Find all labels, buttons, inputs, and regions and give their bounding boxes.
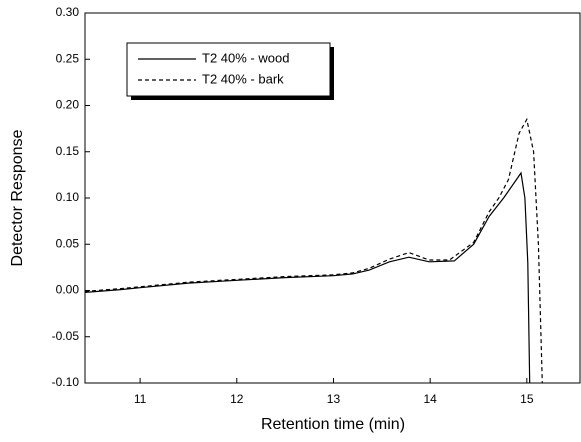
y-tick-label: 0.00 bbox=[56, 283, 80, 297]
y-tick-label: 0.15 bbox=[56, 144, 80, 158]
x-tick-label: 13 bbox=[327, 392, 341, 406]
legend-box bbox=[126, 42, 331, 97]
legend-label: T2 40% - wood bbox=[202, 50, 289, 65]
y-tick-label: 0.20 bbox=[56, 98, 80, 112]
x-axis-label: Retention time (min) bbox=[261, 416, 405, 433]
x-tick-label: 14 bbox=[423, 392, 437, 406]
x-tick-label: 15 bbox=[520, 392, 534, 406]
legend-label: T2 40% - bark bbox=[202, 71, 284, 86]
x-tick-label: 12 bbox=[230, 392, 244, 406]
y-tick-label: 0.05 bbox=[56, 236, 80, 250]
x-tick-label: 11 bbox=[134, 392, 147, 406]
y-tick-label: -0.10 bbox=[52, 375, 80, 389]
y-tick-label: 0.30 bbox=[56, 5, 80, 19]
series-line bbox=[85, 171, 531, 384]
y-axis-label: Detector Response bbox=[9, 129, 26, 266]
series-line bbox=[85, 117, 543, 384]
y-tick-label: 0.10 bbox=[56, 190, 80, 204]
y-tick-label: 0.25 bbox=[56, 51, 80, 65]
y-tick-label: -0.05 bbox=[52, 329, 80, 343]
